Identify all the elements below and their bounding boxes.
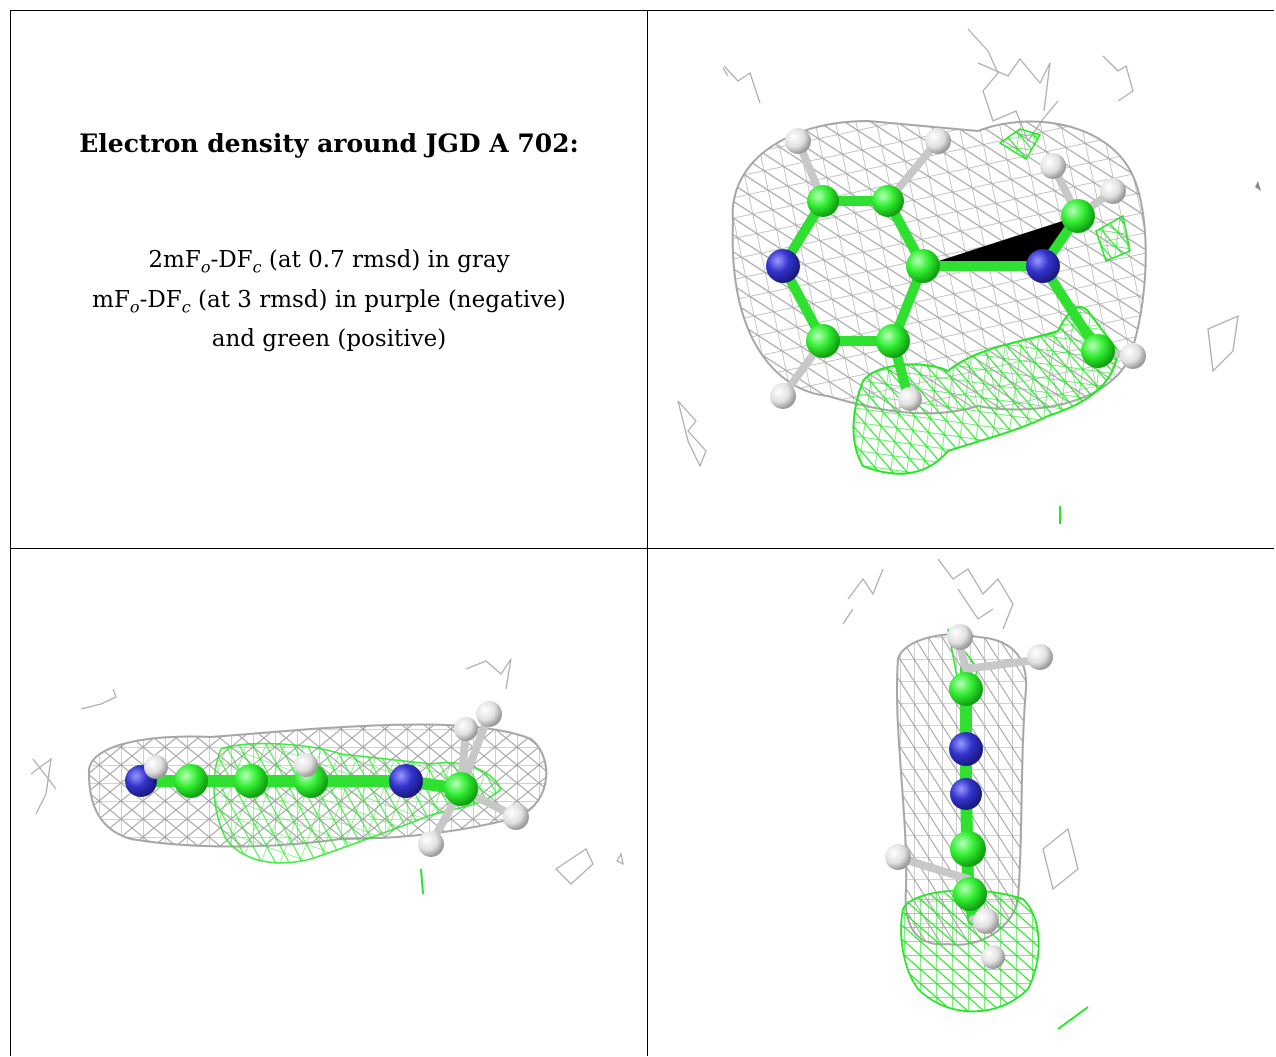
end-view-render: [842, 558, 1089, 1030]
figure-table: Electron density around JGD A 702: 2mFo-…: [10, 10, 1274, 1056]
side-view-render: [30, 658, 624, 895]
caption-cell: Electron density around JGD A 702: 2mFo-…: [10, 11, 648, 549]
stray-mesh: [30, 658, 624, 885]
top-view-cell: [648, 11, 1274, 549]
stray-mesh: [842, 558, 1079, 891]
green-density-mesh: [852, 306, 1120, 475]
caption-line-gray: 2mFo-DFc (at 0.7 rmsd) in gray: [148, 247, 510, 277]
caption-title: Electron density around JGD A 702:: [79, 129, 579, 158]
atoms: [885, 624, 1053, 969]
caption-line-green: and green (positive): [211, 326, 447, 352]
caption-line-difference: mFo-DFc (at 3 rmsd) in purple (negative): [92, 287, 566, 317]
side-view-cell: [10, 549, 648, 1056]
atoms: [125, 701, 529, 857]
end-view-cell: [648, 549, 1274, 1056]
caption: Electron density around JGD A 702: 2mFo-…: [11, 11, 647, 548]
top-view-render: [677, 28, 1261, 524]
green-density-mesh: [213, 742, 502, 864]
atoms: [766, 128, 1146, 411]
